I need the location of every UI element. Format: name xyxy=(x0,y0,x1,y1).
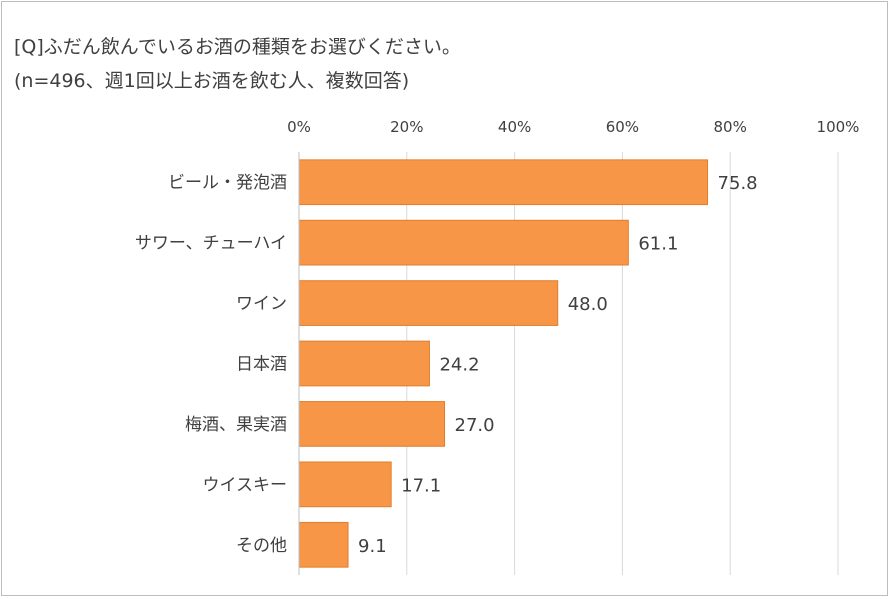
value-label: 48.0 xyxy=(568,294,608,315)
chart-subtitle: (n=496、週1回以上お酒を飲む人、複数回答) xyxy=(14,70,410,92)
x-axis-ticks: 0% 20% 40% 60% 80% 100% xyxy=(287,118,859,136)
x-tick-label: 60% xyxy=(606,118,639,136)
bars xyxy=(298,159,709,568)
category-label: サワー、チューハイ xyxy=(135,234,287,254)
category-label: ワイン xyxy=(236,294,287,314)
value-label: 61.1 xyxy=(638,234,678,255)
bar xyxy=(298,219,629,266)
value-label: 17.1 xyxy=(401,475,441,496)
category-label: ビール・発泡酒 xyxy=(168,173,287,193)
value-label: 75.8 xyxy=(718,173,758,194)
bar xyxy=(298,461,392,508)
bar xyxy=(298,340,430,387)
category-label: 日本酒 xyxy=(236,355,287,375)
value-label: 27.0 xyxy=(455,415,495,436)
x-tick-label: 100% xyxy=(817,118,860,136)
category-label: 梅酒、果実酒 xyxy=(185,415,287,435)
value-labels: 75.8 61.1 48.0 24.2 27.0 17.1 9.1 xyxy=(358,173,758,557)
value-label: 24.2 xyxy=(439,355,479,376)
bar xyxy=(298,159,709,206)
x-tick-label: 40% xyxy=(498,118,531,136)
x-tick-label: 80% xyxy=(714,118,747,136)
bar xyxy=(298,280,559,326)
x-tick-label: 20% xyxy=(390,118,423,136)
chart-title: [Q]ふだん飲んでいるお酒の種類をお選びください。 xyxy=(14,36,461,58)
bar xyxy=(298,521,349,568)
category-label: ウイスキー xyxy=(203,475,288,495)
value-label: 9.1 xyxy=(358,536,387,557)
bar xyxy=(298,401,446,447)
category-label: その他 xyxy=(236,536,287,556)
x-tick-label: 0% xyxy=(287,118,311,136)
